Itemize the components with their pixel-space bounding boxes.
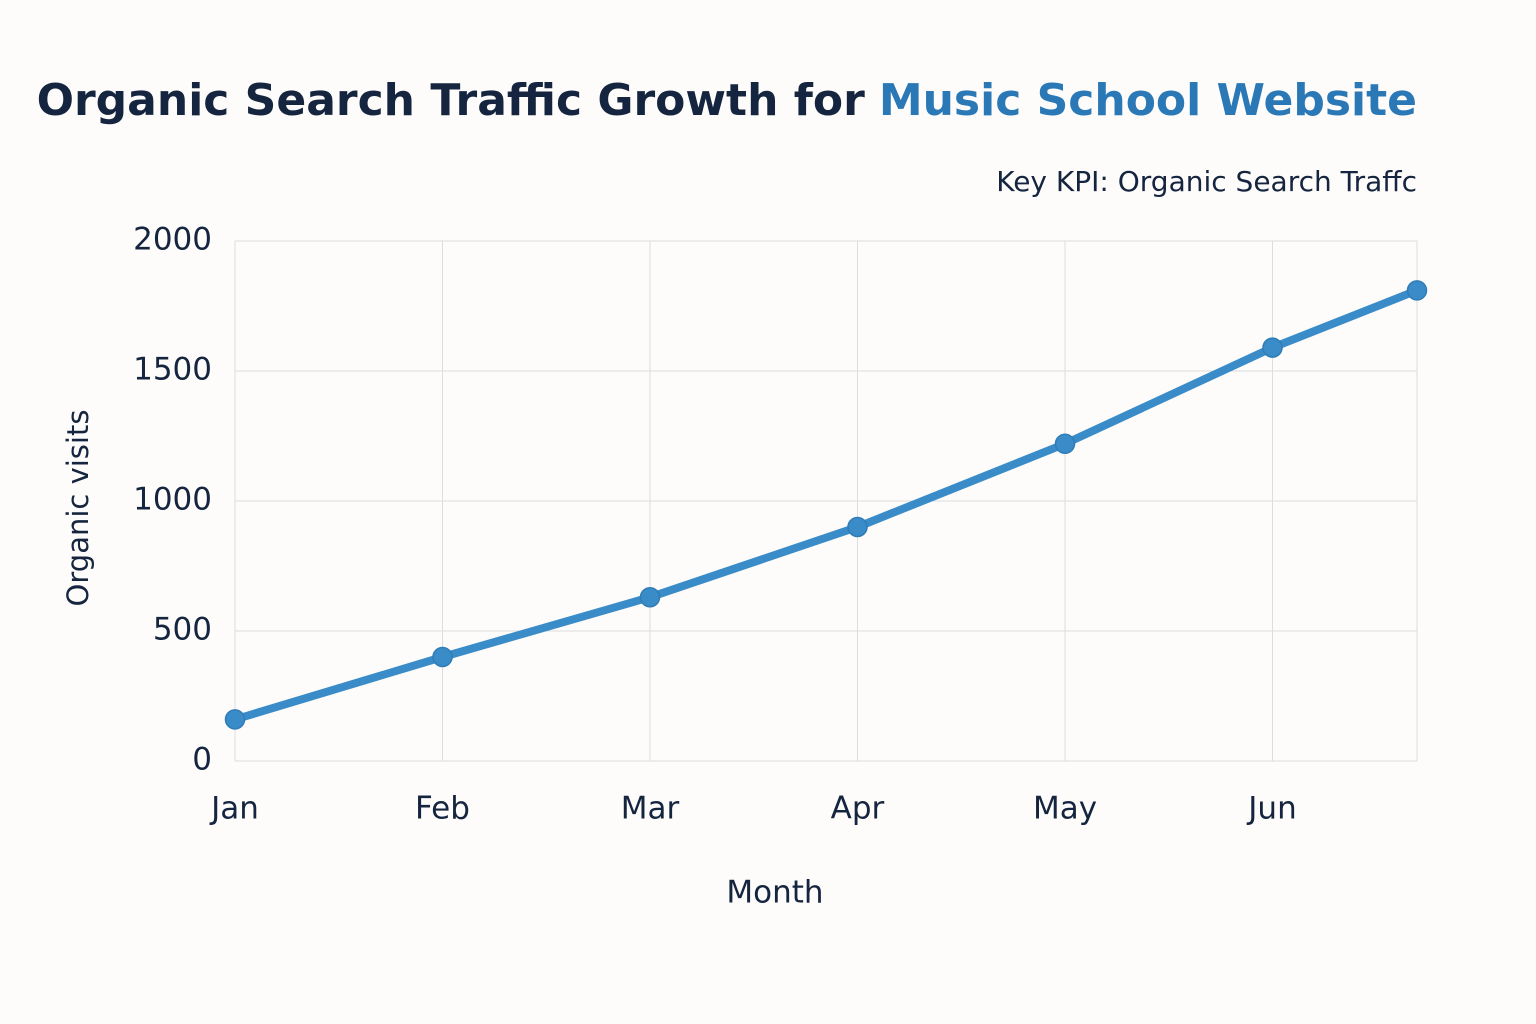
data-point bbox=[432, 646, 453, 668]
x-tick-label: May bbox=[1033, 791, 1097, 827]
data-point bbox=[847, 516, 868, 538]
y-tick-label: 1000 bbox=[133, 482, 212, 518]
subtitle: Key KPI: Organic Search Traffc bbox=[996, 165, 1417, 198]
x-axis-label: Month bbox=[726, 875, 823, 911]
y-tick-label: 1500 bbox=[133, 352, 212, 388]
x-tick-label: Apr bbox=[831, 791, 885, 827]
x-tick-label: Jan bbox=[209, 791, 259, 827]
x-tick-label: Jun bbox=[1246, 791, 1296, 827]
x-tick-label: Feb bbox=[415, 791, 470, 827]
y-tick-label: 0 bbox=[192, 742, 212, 778]
y-tick-label: 500 bbox=[153, 612, 212, 648]
data-point bbox=[224, 709, 246, 730]
x-tick-label: Mar bbox=[621, 791, 680, 827]
data-point bbox=[1406, 280, 1428, 301]
data-point bbox=[639, 586, 661, 608]
y-tick-label: 2000 bbox=[133, 222, 212, 258]
chart-title: Organic Search Traffic Growth for Music S… bbox=[37, 75, 1417, 126]
title-highlight: Music School Website bbox=[879, 75, 1417, 126]
data-point bbox=[1262, 337, 1283, 358]
title-main: Organic Search Traffic Growth for bbox=[37, 75, 866, 126]
data-point bbox=[1054, 433, 1076, 455]
series-line bbox=[231, 286, 1421, 724]
y-axis-label: Organic visits bbox=[61, 410, 95, 607]
